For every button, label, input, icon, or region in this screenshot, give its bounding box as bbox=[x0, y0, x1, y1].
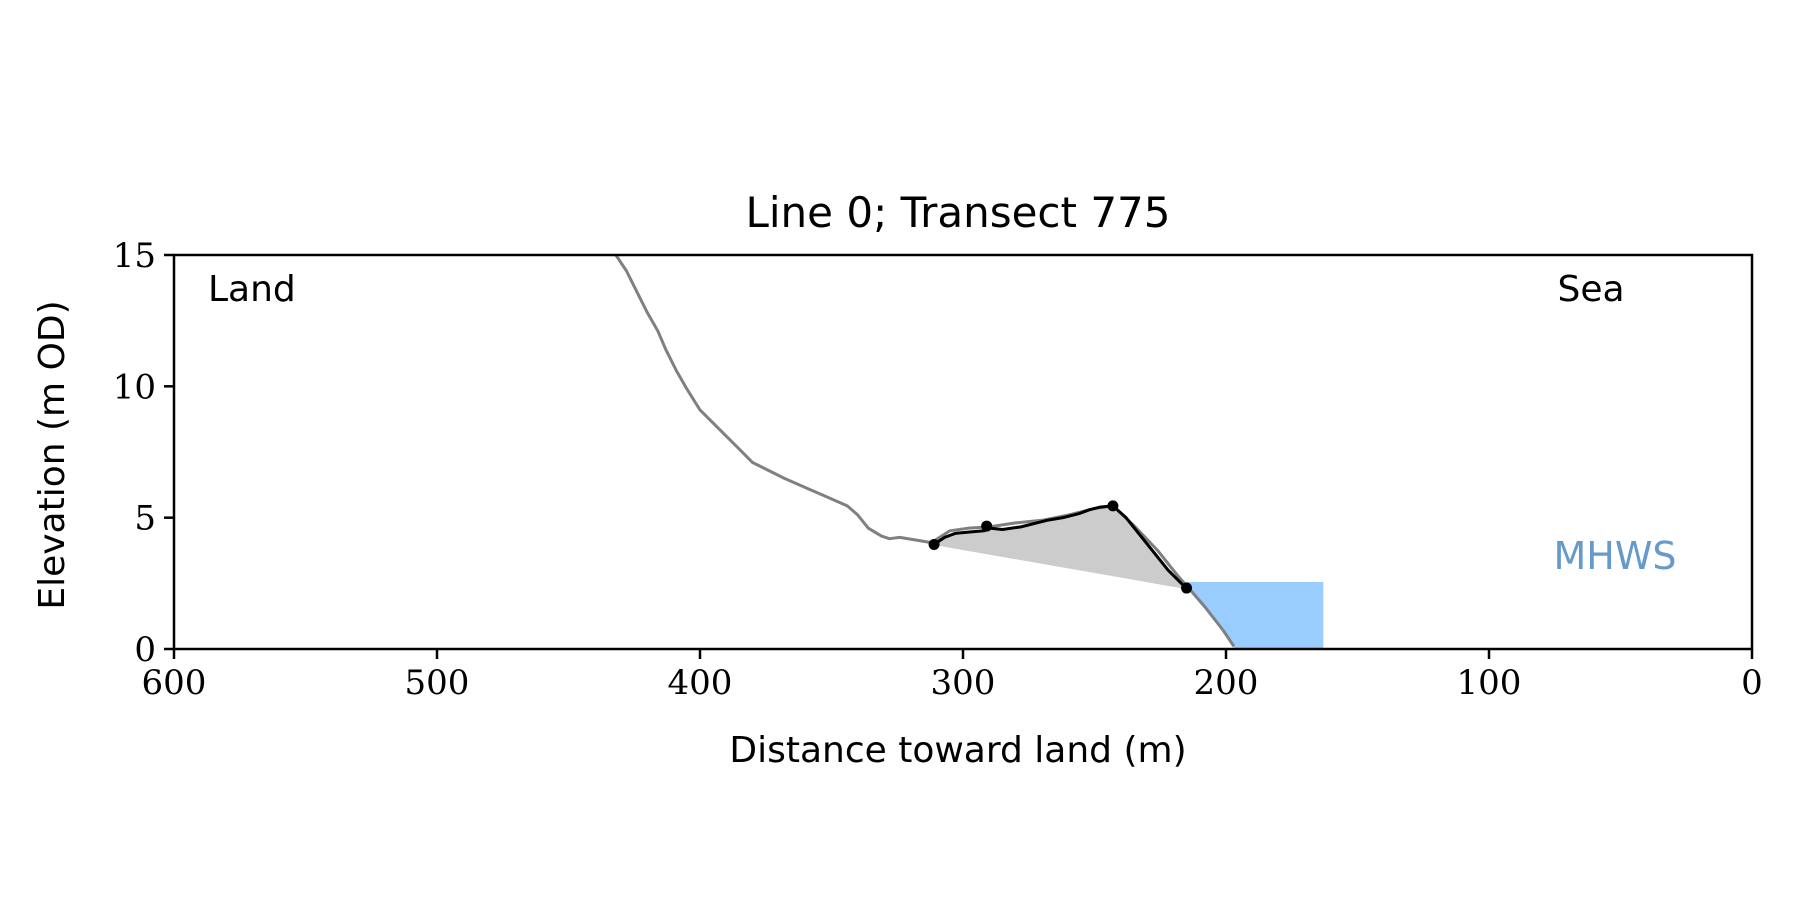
dune-marker-point bbox=[928, 538, 940, 550]
dune-marker-point bbox=[981, 520, 993, 532]
x-tick-label: 300 bbox=[931, 663, 996, 703]
x-tick-label: 600 bbox=[142, 663, 207, 703]
dune-base-line bbox=[933, 543, 1187, 590]
x-tick-label: 0 bbox=[1741, 663, 1763, 703]
y-tick-label: 5 bbox=[134, 499, 156, 539]
axes-layer: 600 500 400 300 200 100 0 0 5 10 15 bbox=[113, 236, 1763, 703]
x-tick-label: 100 bbox=[1457, 663, 1522, 703]
dune-marker-point bbox=[1107, 500, 1119, 512]
y-tick-label: 15 bbox=[113, 236, 156, 276]
mhws-annotation: MHWS bbox=[1553, 534, 1676, 578]
mhws-water-area bbox=[1183, 582, 1324, 649]
y-tick-label: 0 bbox=[134, 630, 156, 670]
plot-frame bbox=[172, 253, 1754, 651]
y-tick-label: 10 bbox=[113, 367, 156, 407]
x-axis-label: Distance toward land (m) bbox=[729, 730, 1186, 771]
x-tick-label: 200 bbox=[1194, 663, 1259, 703]
points-layer bbox=[928, 500, 1193, 594]
chart-title: Line 0; Transect 775 bbox=[745, 188, 1170, 237]
x-tick-label: 500 bbox=[405, 663, 470, 703]
land-annotation: Land bbox=[208, 269, 296, 310]
lines-layer bbox=[614, 254, 1236, 648]
fill-layer bbox=[934, 505, 1324, 649]
sea-annotation: Sea bbox=[1557, 269, 1624, 310]
y-axis-label: Elevation (m OD) bbox=[32, 300, 73, 609]
profile-line bbox=[614, 254, 1236, 648]
x-tick-label: 400 bbox=[668, 663, 733, 703]
dune-volume-area bbox=[934, 505, 1187, 589]
dune-line bbox=[933, 504, 1188, 590]
dune-marker-point bbox=[1181, 582, 1193, 594]
